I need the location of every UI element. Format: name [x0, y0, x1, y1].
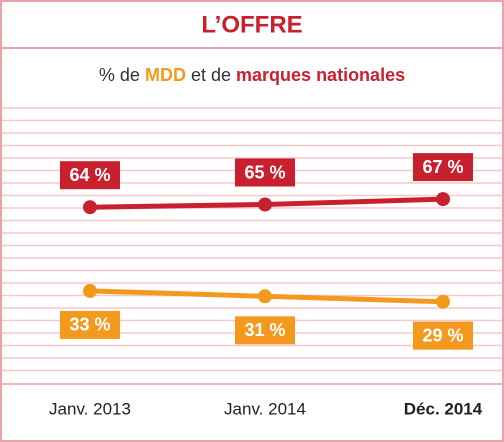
data-point — [83, 200, 97, 215]
value-label-box — [60, 310, 120, 339]
value-label: 29 % — [422, 325, 463, 345]
subtitle-part: MDD — [145, 65, 186, 85]
subtitle-part: % de — [99, 65, 140, 85]
value-label: 64 % — [69, 165, 110, 185]
data-point — [436, 192, 450, 207]
value-label-box — [235, 158, 295, 187]
subtitle: % de MDD et de marques nationales — [99, 65, 405, 85]
subtitle-part: marques nationales — [236, 65, 405, 85]
value-label-box — [60, 161, 120, 190]
value-label: 67 % — [422, 157, 463, 177]
value-label-box — [413, 153, 473, 182]
value-label: 33 % — [69, 315, 110, 335]
value-label-box — [413, 321, 473, 350]
subtitle-part: et de — [191, 65, 231, 85]
data-point — [258, 289, 272, 304]
value-label: 65 % — [244, 162, 285, 182]
x-tick-label: Déc. 2014 — [404, 399, 483, 418]
data-point — [436, 294, 450, 309]
value-label: 31 % — [244, 320, 285, 340]
chart-title: L’OFFRE — [201, 11, 302, 38]
data-point — [258, 197, 272, 212]
x-tick-label: Janv. 2014 — [224, 399, 306, 418]
x-tick-label: Janv. 2013 — [49, 399, 131, 418]
data-point — [83, 283, 97, 298]
value-label-box — [235, 316, 295, 345]
